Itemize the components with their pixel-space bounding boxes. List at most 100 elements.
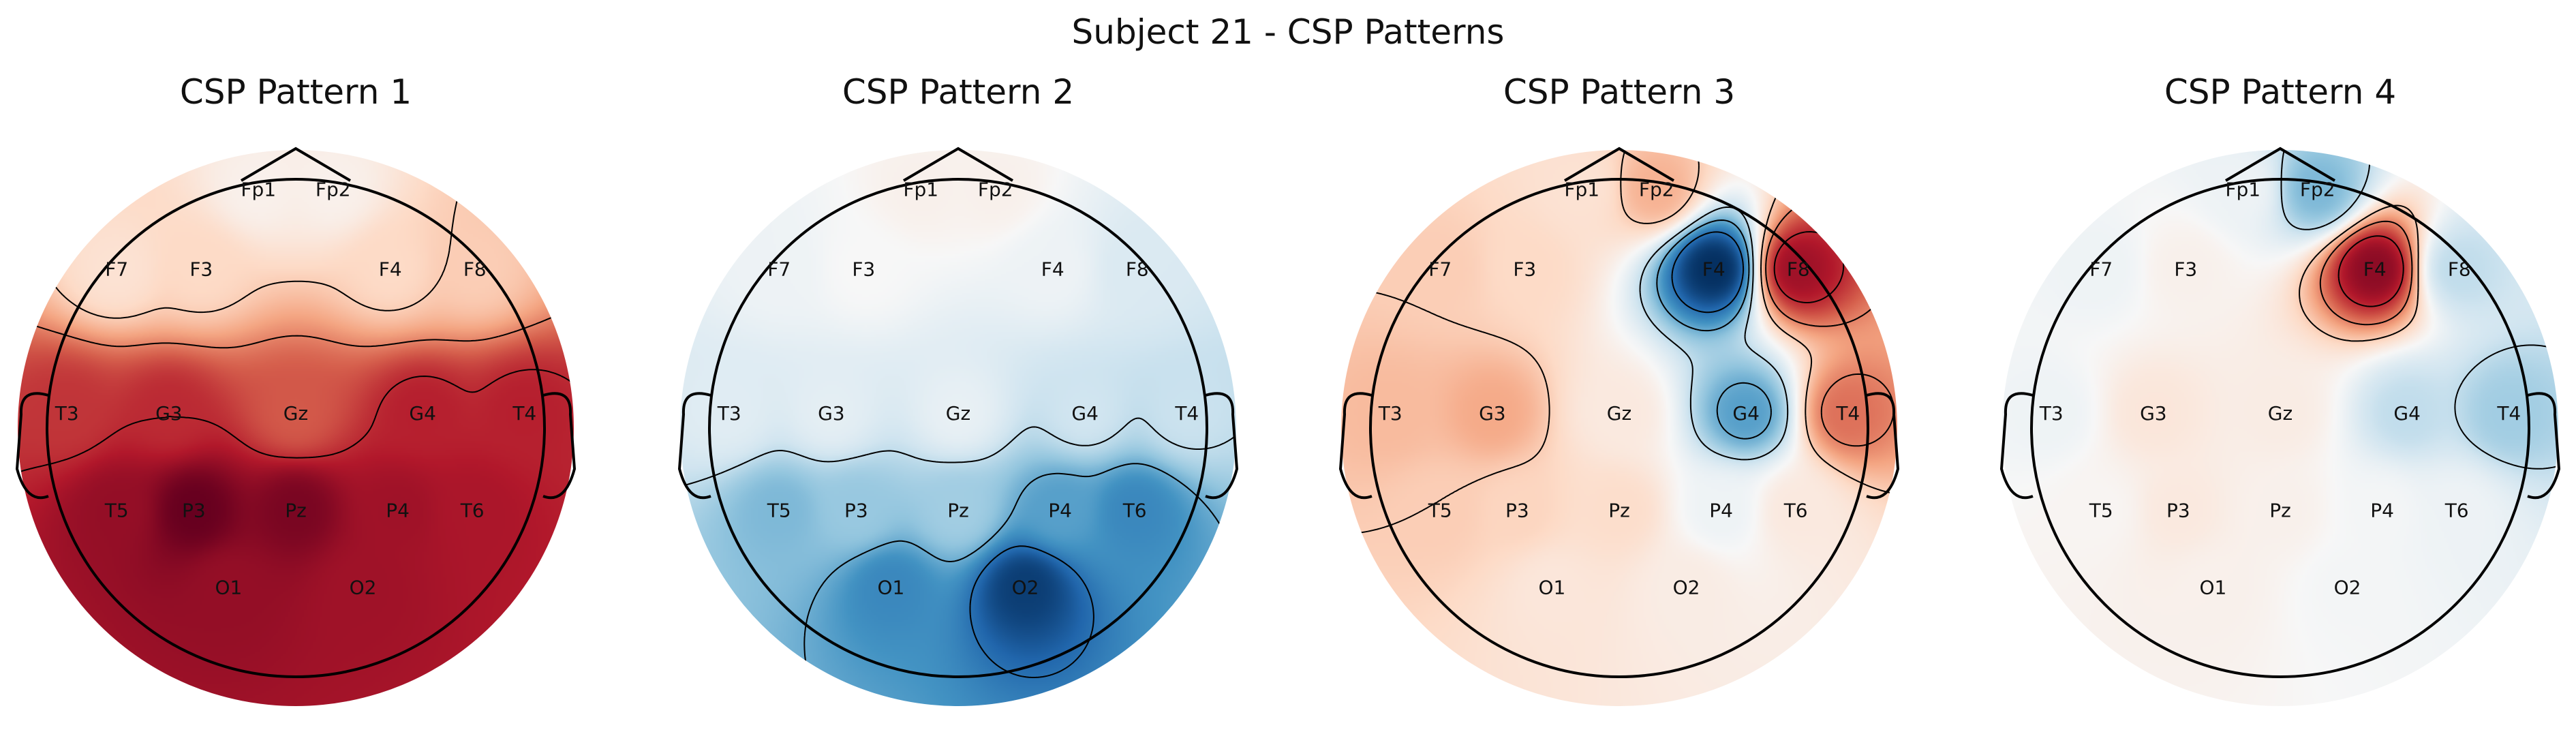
panel-title: CSP Pattern 1 — [180, 72, 412, 112]
electrode-label-g3: G3 — [818, 402, 845, 425]
electrode-label-fp2: Fp2 — [2300, 179, 2335, 201]
electrode-label-f7: F7 — [105, 258, 128, 280]
electrode-label-pz: Pz — [947, 499, 969, 521]
electrode-label-o2: O2 — [350, 577, 377, 599]
electrode-label-fp2: Fp2 — [978, 179, 1013, 201]
topomap-panel-3: CSP Pattern 3 Fp1 Fp2 F7 F3 F4 F8 T3 G3 Gz G4 T4 T5 P… — [1338, 72, 1900, 706]
electrode-label-gz: Gz — [283, 402, 308, 425]
electrode-label-t3: T3 — [717, 402, 741, 425]
electrode-label-fp2: Fp2 — [316, 179, 351, 201]
electrode-label-o2: O2 — [2334, 577, 2361, 599]
electrode-label-o2: O2 — [1673, 577, 1700, 599]
electrode-label-fp1: Fp1 — [1564, 179, 1599, 201]
electrode-label-f3: F3 — [189, 258, 213, 280]
electrode-label-t3: T3 — [1378, 402, 1402, 425]
electrode-label-g4: G4 — [409, 402, 436, 425]
electrode-label-t3: T3 — [2039, 402, 2064, 425]
electrode-label-p3: P3 — [1505, 499, 1529, 521]
head-outline — [1369, 178, 1869, 678]
electrode-label-o1: O1 — [215, 577, 243, 599]
electrode-label-g3: G3 — [2140, 402, 2167, 425]
electrode-label-t4: T4 — [1835, 402, 1860, 425]
nose-marker — [902, 147, 1014, 182]
electrode-label-t6: T6 — [2444, 499, 2469, 521]
right-ear — [1205, 392, 1239, 500]
electrode-label-f4: F4 — [379, 258, 402, 280]
electrode-label-pz: Pz — [285, 499, 307, 521]
electrode-label-p4: P4 — [1709, 499, 1733, 521]
left-ear — [1338, 392, 1373, 500]
topomap-heatmap — [18, 150, 574, 706]
electrode-label-f8: F8 — [2448, 258, 2471, 280]
electrode-label-f3: F3 — [1513, 258, 1536, 280]
electrode-label-t4: T4 — [1174, 402, 1199, 425]
electrode-label-fp1: Fp1 — [903, 179, 938, 201]
electrode-label-p4: P4 — [386, 499, 410, 521]
electrode-label-f8: F8 — [463, 258, 487, 280]
electrode-label-f7: F7 — [1428, 258, 1452, 280]
electrode-label-gz: Gz — [1607, 402, 1631, 425]
right-ear — [1866, 392, 1900, 500]
topomap-panel-4: CSP Pattern 4 Fp1 Fp2 F7 F3 F4 F8 T3 G3 Gz G4 T4 T5 P… — [1999, 72, 2561, 706]
contour-line — [969, 545, 1094, 678]
electrode-label-gz: Gz — [946, 402, 970, 425]
contour-line — [2280, 151, 2558, 470]
electrode-label-t4: T4 — [512, 402, 536, 425]
contour-line — [2337, 235, 2404, 307]
electrode-label-p4: P4 — [2370, 499, 2394, 521]
contour-line — [1639, 206, 1789, 461]
right-ear — [2527, 392, 2561, 500]
electrode-label-t6: T6 — [1122, 499, 1147, 521]
electrode-label-g3: G3 — [1479, 402, 1506, 425]
electrode-label-g4: G4 — [2393, 402, 2421, 425]
electrode-label-f3: F3 — [852, 258, 875, 280]
left-ear — [15, 392, 49, 500]
electrode-label-t5: T5 — [104, 499, 129, 521]
electrode-label-t6: T6 — [460, 499, 485, 521]
electrode-label-p3: P3 — [182, 499, 206, 521]
panel-title: CSP Pattern 3 — [1503, 72, 1735, 112]
topomap-panel-2: CSP Pattern 2 Fp1 Fp2 F7 F3 F4 F8 T3 G3 Gz G4 T4 T5 P… — [677, 72, 1239, 706]
electrode-label-gz: Gz — [2268, 402, 2293, 425]
electrode-label-o2: O2 — [1012, 577, 1039, 599]
electrode-label-o1: O1 — [1539, 577, 1566, 599]
topomap-panel-1: CSP Pattern 1 Fp1 Fp2 F7 F3 F4 F8 T3 G3 Gz G4 T4 T5 P… — [15, 72, 577, 706]
electrode-label-p3: P3 — [844, 499, 868, 521]
contour-line — [18, 369, 573, 473]
electrode-label-pz: Pz — [1608, 499, 1630, 521]
electrode-label-f3: F3 — [2174, 258, 2197, 280]
electrode-label-t4: T4 — [2496, 402, 2521, 425]
panel-title: CSP Pattern 2 — [842, 72, 1074, 112]
nose-marker — [1563, 147, 1675, 182]
contour-line — [2299, 204, 2419, 342]
electrode-label-t5: T5 — [2089, 499, 2113, 521]
panel-title: CSP Pattern 4 — [2164, 72, 2396, 112]
electrode-label-f4: F4 — [2363, 258, 2387, 280]
electrode-label-f7: F7 — [2089, 258, 2113, 280]
contour-line — [1671, 231, 1745, 314]
electrode-label-t5: T5 — [1428, 499, 1452, 521]
topomap-heatmap — [2002, 150, 2558, 706]
electrode-label-t5: T5 — [767, 499, 791, 521]
head-outline — [2030, 178, 2530, 678]
contour-lines — [681, 417, 1236, 705]
nose-marker — [240, 147, 352, 182]
head-outline — [46, 178, 546, 678]
right-ear — [542, 392, 577, 500]
left-ear — [677, 392, 711, 500]
electrode-label-f8: F8 — [1787, 258, 1810, 280]
electrode-label-f4: F4 — [1041, 258, 1064, 280]
left-ear — [1999, 392, 2034, 500]
electrode-label-o1: O1 — [878, 577, 905, 599]
topomap-heatmap — [1341, 150, 1897, 706]
electrode-label-g3: G3 — [155, 402, 183, 425]
electrode-label-t6: T6 — [1783, 499, 1808, 521]
electrode-label-f7: F7 — [767, 258, 791, 280]
electrode-label-g4: G4 — [1732, 402, 1760, 425]
electrode-label-p4: P4 — [1048, 499, 1072, 521]
contour-line — [1656, 219, 1772, 440]
head-outline — [708, 178, 1208, 678]
figure-title: Subject 21 - CSP Patterns — [1071, 12, 1505, 52]
electrode-label-fp1: Fp1 — [241, 179, 276, 201]
